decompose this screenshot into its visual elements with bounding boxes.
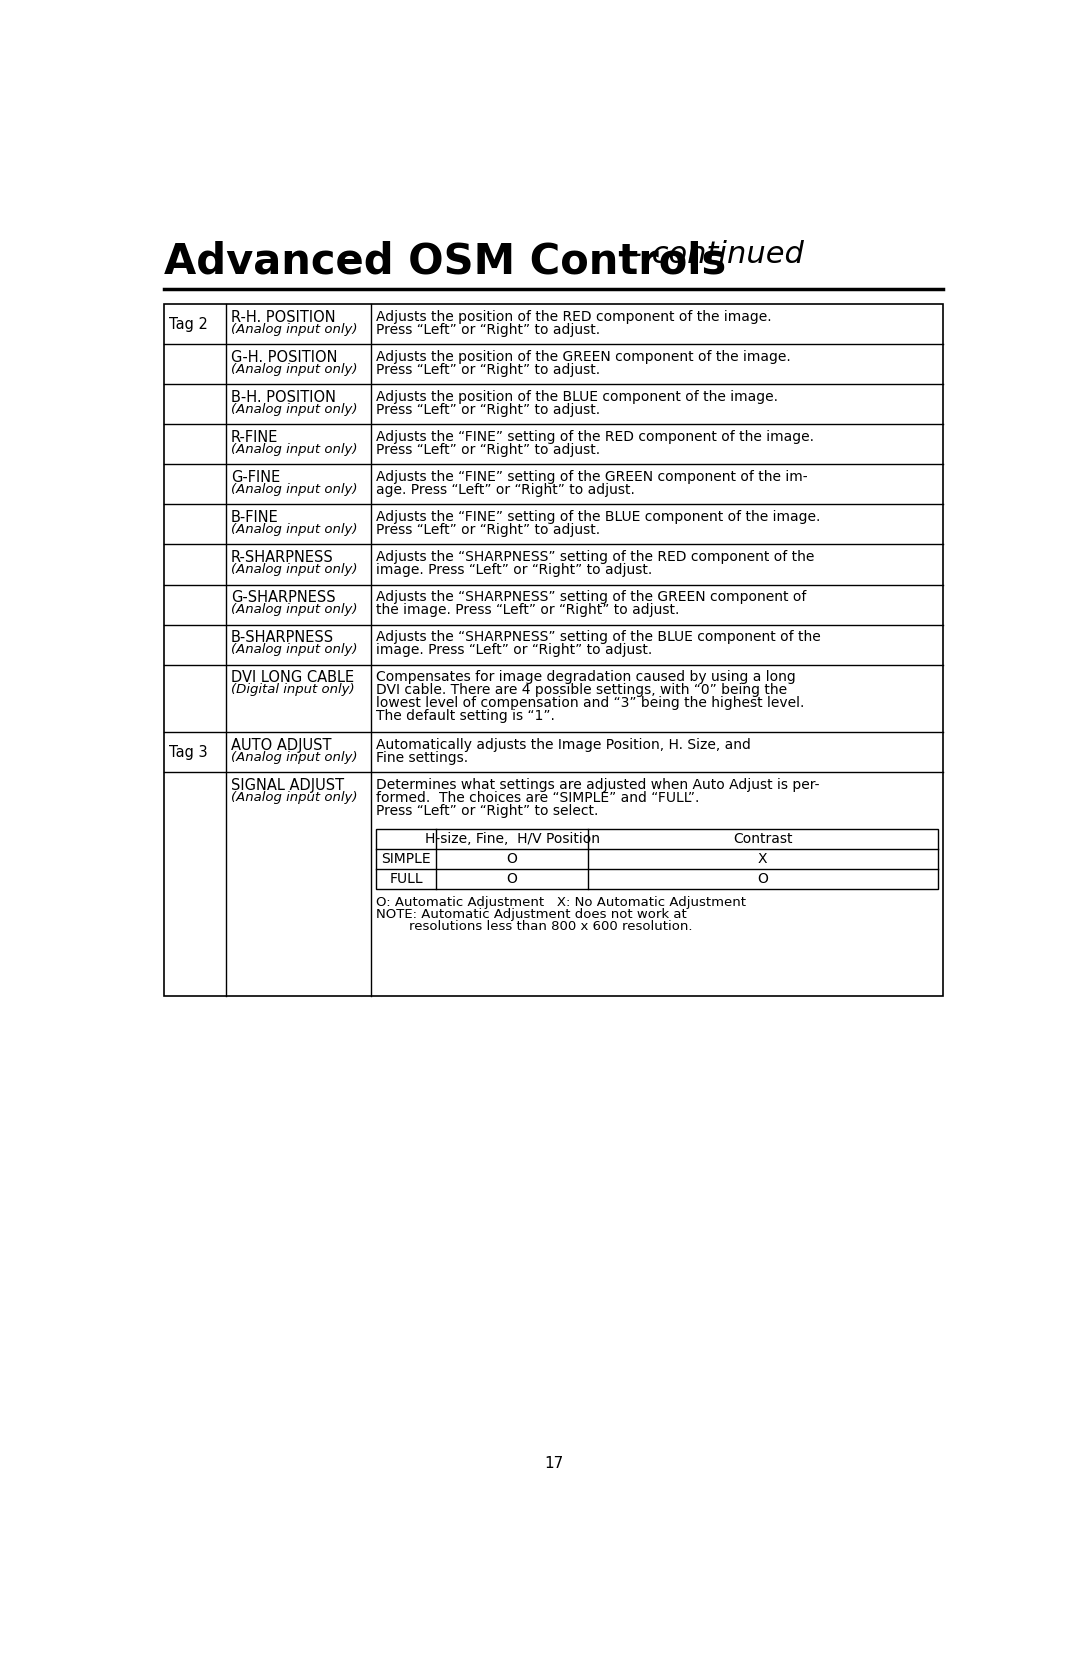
Text: Fine settings.: Fine settings. xyxy=(376,751,468,764)
Text: (Analog input only): (Analog input only) xyxy=(231,482,357,496)
Text: age. Press “Left” or “Right” to adjust.: age. Press “Left” or “Right” to adjust. xyxy=(376,482,635,497)
Text: H-size, Fine,  H/V Position: H-size, Fine, H/V Position xyxy=(424,833,599,846)
Text: (Analog input only): (Analog input only) xyxy=(231,402,357,416)
Text: Adjusts the “SHARPNESS” setting of the BLUE component of the: Adjusts the “SHARPNESS” setting of the B… xyxy=(376,629,821,644)
Text: Adjusts the “FINE” setting of the GREEN component of the im-: Adjusts the “FINE” setting of the GREEN … xyxy=(376,469,808,484)
Text: B-FINE: B-FINE xyxy=(231,509,279,524)
Text: SIMPLE: SIMPLE xyxy=(381,853,431,866)
Text: R-SHARPNESS: R-SHARPNESS xyxy=(231,549,334,564)
Text: Advanced OSM Controls: Advanced OSM Controls xyxy=(164,240,727,282)
Text: formed.  The choices are “SIMPLE” and “FULL”.: formed. The choices are “SIMPLE” and “FU… xyxy=(376,791,700,804)
Text: (Digital input only): (Digital input only) xyxy=(231,683,354,696)
Text: Press “Left” or “Right” to adjust.: Press “Left” or “Right” to adjust. xyxy=(376,322,600,337)
Text: AUTO ADJUST: AUTO ADJUST xyxy=(231,738,332,753)
Text: Press “Left” or “Right” to adjust.: Press “Left” or “Right” to adjust. xyxy=(376,442,600,457)
Text: resolutions less than 800 x 600 resolution.: resolutions less than 800 x 600 resoluti… xyxy=(408,920,692,933)
Text: FULL: FULL xyxy=(390,873,423,886)
Text: Adjusts the “SHARPNESS” setting of the GREEN component of: Adjusts the “SHARPNESS” setting of the G… xyxy=(376,589,807,604)
Bar xyxy=(376,829,937,890)
Text: R-FINE: R-FINE xyxy=(231,429,279,444)
Text: Automatically adjusts the Image Position, H. Size, and: Automatically adjusts the Image Position… xyxy=(376,738,751,751)
Text: G-FINE: G-FINE xyxy=(231,469,281,484)
Text: Press “Left” or “Right” to select.: Press “Left” or “Right” to select. xyxy=(376,804,598,818)
Text: Press “Left” or “Right” to adjust.: Press “Left” or “Right” to adjust. xyxy=(376,522,600,537)
Text: SIGNAL ADJUST: SIGNAL ADJUST xyxy=(231,778,345,793)
Text: – continued: – continued xyxy=(617,240,804,269)
Text: (Analog input only): (Analog input only) xyxy=(231,643,357,656)
Text: Compensates for image degradation caused by using a long: Compensates for image degradation caused… xyxy=(376,669,796,684)
Text: Determines what settings are adjusted when Auto Adjust is per-: Determines what settings are adjusted wh… xyxy=(376,778,820,791)
Text: Adjusts the position of the BLUE component of the image.: Adjusts the position of the BLUE compone… xyxy=(376,389,778,404)
Text: (Analog input only): (Analog input only) xyxy=(231,603,357,616)
Text: (Analog input only): (Analog input only) xyxy=(231,751,357,764)
Text: 17: 17 xyxy=(544,1457,563,1472)
Text: image. Press “Left” or “Right” to adjust.: image. Press “Left” or “Right” to adjust… xyxy=(376,562,652,577)
Text: Adjusts the “FINE” setting of the BLUE component of the image.: Adjusts the “FINE” setting of the BLUE c… xyxy=(376,509,821,524)
Text: Tag 3: Tag 3 xyxy=(170,744,207,759)
Text: O: Automatic Adjustment   X: No Automatic Adjustment: O: Automatic Adjustment X: No Automatic … xyxy=(376,896,746,908)
Text: X: X xyxy=(758,853,768,866)
Text: Press “Left” or “Right” to adjust.: Press “Left” or “Right” to adjust. xyxy=(376,402,600,417)
Text: (Analog input only): (Analog input only) xyxy=(231,562,357,576)
Text: The default setting is “1”.: The default setting is “1”. xyxy=(376,709,555,723)
Text: Adjusts the “SHARPNESS” setting of the RED component of the: Adjusts the “SHARPNESS” setting of the R… xyxy=(376,549,814,564)
Text: (Analog input only): (Analog input only) xyxy=(231,362,357,376)
Text: B-H. POSITION: B-H. POSITION xyxy=(231,389,336,404)
Text: G-H. POSITION: G-H. POSITION xyxy=(231,350,338,364)
Text: Adjusts the position of the GREEN component of the image.: Adjusts the position of the GREEN compon… xyxy=(376,350,791,364)
Text: NOTE: Automatic Adjustment does not work at: NOTE: Automatic Adjustment does not work… xyxy=(376,908,687,921)
Text: Tag 2: Tag 2 xyxy=(170,317,208,332)
Text: Adjusts the position of the RED component of the image.: Adjusts the position of the RED componen… xyxy=(376,310,771,324)
Text: (Analog input only): (Analog input only) xyxy=(231,791,357,804)
Bar xyxy=(164,304,943,996)
Text: O: O xyxy=(507,853,517,866)
Text: O: O xyxy=(757,873,768,886)
Text: O: O xyxy=(507,873,517,886)
Text: lowest level of compensation and “3” being the highest level.: lowest level of compensation and “3” bei… xyxy=(376,696,805,711)
Text: B-SHARPNESS: B-SHARPNESS xyxy=(231,629,334,644)
Text: DVI LONG CABLE: DVI LONG CABLE xyxy=(231,669,354,684)
Text: (Analog input only): (Analog input only) xyxy=(231,522,357,536)
Text: the image. Press “Left” or “Right” to adjust.: the image. Press “Left” or “Right” to ad… xyxy=(376,603,679,618)
Text: Press “Left” or “Right” to adjust.: Press “Left” or “Right” to adjust. xyxy=(376,362,600,377)
Text: R-H. POSITION: R-H. POSITION xyxy=(231,310,336,324)
Text: (Analog input only): (Analog input only) xyxy=(231,442,357,456)
Text: Contrast: Contrast xyxy=(733,833,793,846)
Text: image. Press “Left” or “Right” to adjust.: image. Press “Left” or “Right” to adjust… xyxy=(376,643,652,658)
Text: (Analog input only): (Analog input only) xyxy=(231,322,357,335)
Text: G-SHARPNESS: G-SHARPNESS xyxy=(231,589,336,604)
Text: DVI cable. There are 4 possible settings, with “0” being the: DVI cable. There are 4 possible settings… xyxy=(376,683,787,698)
Text: Adjusts the “FINE” setting of the RED component of the image.: Adjusts the “FINE” setting of the RED co… xyxy=(376,429,814,444)
